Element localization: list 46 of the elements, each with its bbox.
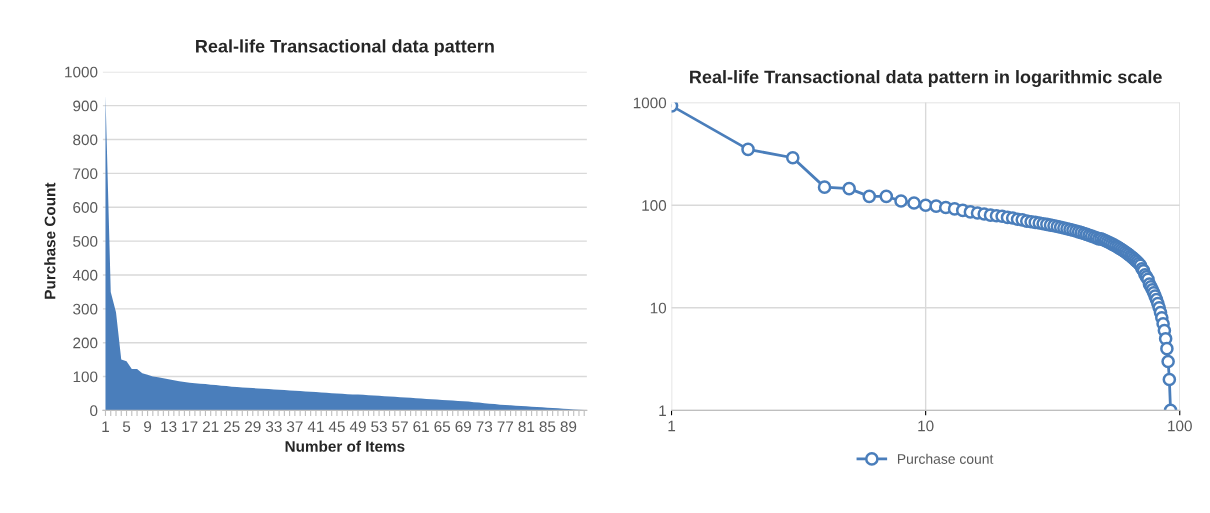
y-tick-label: 900 — [73, 100, 98, 112]
y-tick-label: 400 — [72, 269, 98, 281]
x-tick-label: 41 — [307, 421, 324, 432]
x-tick-label: 100 — [1168, 420, 1192, 432]
x-tick-label: 1 — [668, 420, 676, 432]
chart-title: Real-life Transactional data pattern in logarithmic scale — [690, 70, 1162, 87]
x-tick-label: 85 — [539, 421, 556, 433]
x-tick-label: 29 — [245, 421, 261, 433]
x-tick-label: 13 — [161, 421, 177, 433]
y-axis-title: Purchase Count — [44, 182, 56, 299]
y-tick-label: 0 — [90, 405, 98, 417]
y-tick-label: 100 — [642, 200, 667, 211]
x-tick-label: 57 — [392, 421, 408, 433]
x-tick-label: 25 — [224, 421, 240, 433]
x-tick-label: 21 — [202, 421, 219, 432]
y-tick-label: 100 — [73, 371, 98, 383]
y-tick-label: 10 — [650, 302, 667, 314]
y-tick-label: 800 — [73, 134, 98, 146]
y-tick-label: 300 — [73, 303, 98, 315]
y-tick-label: 600 — [73, 202, 98, 213]
x-axis-title: Number of Items — [285, 440, 405, 452]
legend-label: Purchase count — [897, 453, 994, 464]
x-tick-label: 89 — [560, 421, 577, 433]
x-tick-label: 81 — [518, 421, 535, 433]
x-tick-label: 69 — [455, 421, 471, 433]
x-tick-label: 73 — [476, 421, 493, 433]
x-tick-label: 33 — [265, 421, 282, 433]
x-tick-label: 49 — [349, 421, 366, 433]
y-tick-label: 200 — [73, 337, 98, 349]
x-tick-label: 5 — [122, 421, 131, 433]
y-tick-label: 500 — [73, 235, 98, 247]
x-tick-label: 77 — [497, 421, 514, 432]
y-tick-label: 1000 — [65, 66, 98, 78]
x-tick-label: 9 — [144, 421, 152, 433]
y-tick-label: 1000 — [633, 97, 667, 109]
x-tick-label: 45 — [328, 421, 345, 433]
y-tick-label: 1 — [659, 405, 666, 416]
x-tick-label: 65 — [434, 421, 451, 433]
x-tick-label: 10 — [918, 420, 934, 432]
x-tick-label: 61 — [413, 421, 429, 433]
x-tick-label: 37 — [286, 421, 303, 433]
x-tick-label: 1 — [102, 421, 109, 432]
chart-title: Real-life Transactional data pattern — [196, 39, 494, 57]
x-tick-label: 53 — [371, 421, 387, 433]
y-tick-label: 700 — [73, 168, 98, 180]
x-tick-label: 17 — [182, 421, 198, 432]
